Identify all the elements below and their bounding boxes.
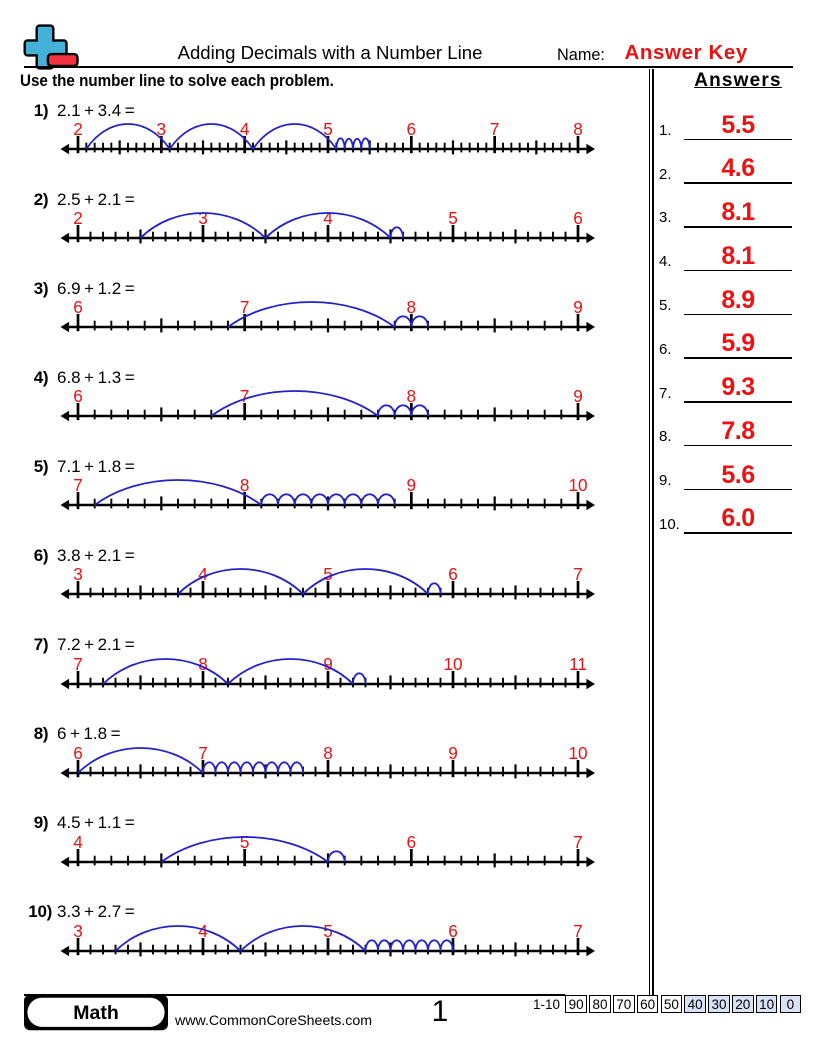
- svg-text:7: 7: [240, 297, 250, 317]
- svg-text:4: 4: [73, 832, 83, 852]
- svg-text:8: 8: [240, 475, 250, 495]
- svg-text:4: 4: [323, 208, 333, 228]
- svg-text:10: 10: [568, 475, 587, 495]
- svg-text:9: 9: [448, 743, 458, 763]
- svg-text:6: 6: [448, 921, 458, 941]
- svg-text:6: 6: [448, 564, 458, 584]
- svg-text:7: 7: [573, 832, 583, 852]
- svg-text:5: 5: [240, 832, 250, 852]
- svg-text:8: 8: [323, 743, 333, 763]
- svg-text:9: 9: [573, 386, 583, 406]
- svg-text:3: 3: [198, 208, 208, 228]
- svg-text:8: 8: [407, 297, 417, 317]
- svg-text:2: 2: [73, 119, 83, 139]
- svg-text:7: 7: [490, 119, 500, 139]
- svg-text:3: 3: [73, 564, 83, 584]
- svg-text:9: 9: [407, 475, 417, 495]
- svg-text:10: 10: [443, 654, 462, 674]
- svg-text:11: 11: [569, 654, 587, 674]
- svg-text:9: 9: [323, 654, 333, 674]
- svg-text:3: 3: [73, 921, 83, 941]
- svg-text:9: 9: [573, 297, 583, 317]
- svg-text:4: 4: [198, 921, 208, 941]
- svg-text:7: 7: [573, 921, 583, 941]
- svg-text:6: 6: [573, 208, 583, 228]
- svg-text:4: 4: [198, 564, 208, 584]
- svg-text:5: 5: [323, 564, 333, 584]
- svg-text:3: 3: [157, 119, 167, 139]
- svg-text:6: 6: [407, 119, 417, 139]
- svg-text:2: 2: [73, 208, 83, 228]
- svg-text:7: 7: [73, 654, 83, 674]
- svg-text:Math: Math: [73, 1002, 119, 1024]
- svg-text:7: 7: [198, 743, 208, 763]
- svg-text:7: 7: [73, 475, 83, 495]
- svg-text:10: 10: [568, 743, 587, 763]
- svg-text:7: 7: [240, 386, 250, 406]
- svg-text:8: 8: [198, 654, 208, 674]
- svg-text:7: 7: [573, 564, 583, 584]
- svg-text:5: 5: [448, 208, 458, 228]
- svg-text:6: 6: [407, 832, 417, 852]
- svg-text:8: 8: [407, 386, 417, 406]
- svg-text:5: 5: [323, 119, 333, 139]
- svg-text:6: 6: [73, 297, 83, 317]
- svg-text:6: 6: [73, 386, 83, 406]
- svg-text:5: 5: [323, 921, 333, 941]
- svg-text:8: 8: [573, 119, 583, 139]
- svg-text:4: 4: [240, 119, 250, 139]
- svg-text:6: 6: [73, 743, 83, 763]
